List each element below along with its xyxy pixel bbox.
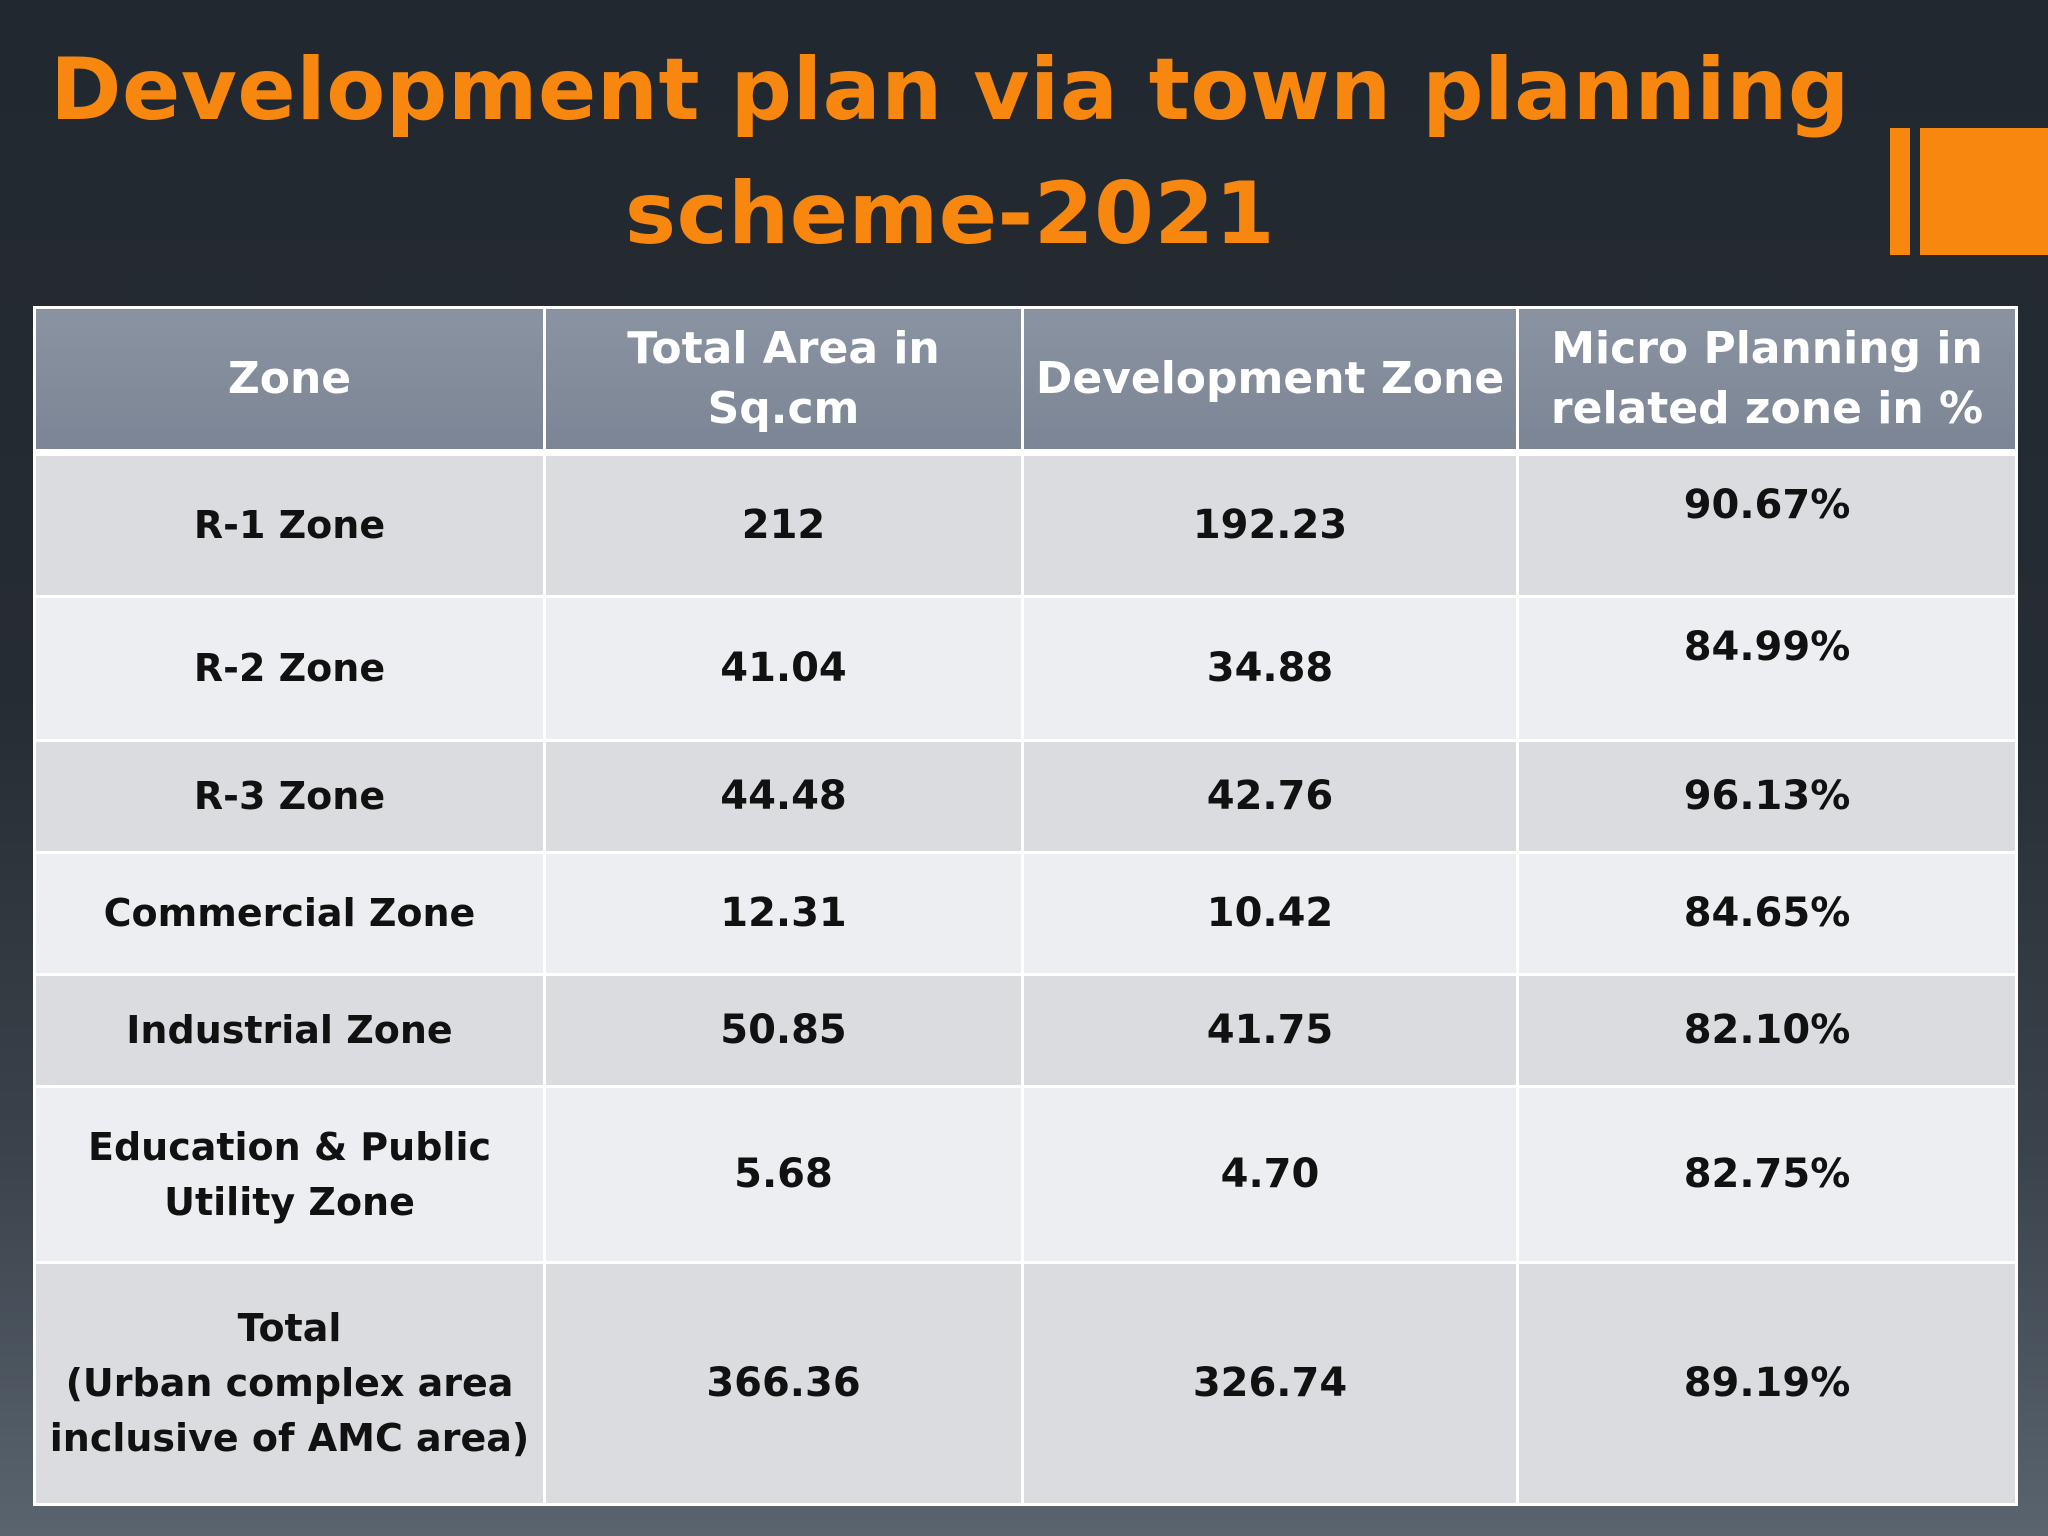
cell-micro-planning: 82.75% <box>1516 1085 2018 1264</box>
cell-total-area: 44.48 <box>543 739 1024 854</box>
cell-micro-planning: 90.67% <box>1516 451 2018 598</box>
slide-title: Development plan via town planning schem… <box>40 28 1860 276</box>
cell-micro-planning: 96.13% <box>1516 739 2018 854</box>
cell-development-zone: 42.76 <box>1021 739 1519 854</box>
cell-micro-planning: 84.99% <box>1516 595 2018 742</box>
table-header-row: Zone Total Area in Sq.cm Development Zon… <box>33 306 2018 456</box>
cell-zone: R-2 Zone <box>33 595 546 742</box>
header-development-zone: Development Zone <box>1021 306 1519 456</box>
cell-micro-planning: 82.10% <box>1516 973 2018 1088</box>
cell-development-zone: 34.88 <box>1021 595 1519 742</box>
cell-development-zone: 192.23 <box>1021 451 1519 598</box>
cell-total-area: 50.85 <box>543 973 1024 1088</box>
total-label: Total <box>237 1306 342 1350</box>
table-row: R-2 Zone 41.04 34.88 84.99% <box>33 595 2018 742</box>
cell-zone: R-3 Zone <box>33 739 546 854</box>
table-row: Education & Public Utility Zone 5.68 4.7… <box>33 1085 2018 1264</box>
cell-zone: Education & Public Utility Zone <box>33 1085 546 1264</box>
cell-total-area: 41.04 <box>543 595 1024 742</box>
cell-total-area: 12.31 <box>543 851 1024 976</box>
cell-total-area: 5.68 <box>543 1085 1024 1264</box>
cell-development-zone: 10.42 <box>1021 851 1519 976</box>
cell-development-zone: 41.75 <box>1021 973 1519 1088</box>
total-description: (Urban complex area inclusive of AMC are… <box>49 1361 530 1460</box>
table-row: R-3 Zone 44.48 42.76 96.13% <box>33 739 2018 854</box>
accent-bar-decoration <box>1890 128 1910 255</box>
cell-zone: R-1 Zone <box>33 451 546 598</box>
slide-title-line-1: Development plan via town planning <box>50 40 1850 140</box>
table-row: Industrial Zone 50.85 41.75 82.10% <box>33 973 2018 1088</box>
zone-table-container: Zone Total Area in Sq.cm Development Zon… <box>33 306 2018 1506</box>
table-row-total: Total (Urban complex area inclusive of A… <box>33 1261 2018 1506</box>
cell-micro-planning: 89.19% <box>1516 1261 2018 1506</box>
cell-total-area: 366.36 <box>543 1261 1024 1506</box>
header-micro-planning: Micro Planning in related zone in % <box>1516 306 2018 456</box>
header-total-area: Total Area in Sq.cm <box>543 306 1024 456</box>
table-row: R-1 Zone 212 192.23 90.67% <box>33 451 2018 598</box>
zone-table: Zone Total Area in Sq.cm Development Zon… <box>33 306 2018 1506</box>
cell-total-area: 212 <box>543 451 1024 598</box>
cell-zone: Industrial Zone <box>33 973 546 1088</box>
table-row: Commercial Zone 12.31 10.42 84.65% <box>33 851 2018 976</box>
cell-development-zone: 326.74 <box>1021 1261 1519 1506</box>
cell-zone: Commercial Zone <box>33 851 546 976</box>
slide-title-line-2: scheme-2021 <box>624 164 1276 264</box>
cell-zone-total: Total (Urban complex area inclusive of A… <box>33 1261 546 1506</box>
accent-block-decoration <box>1920 128 2048 255</box>
cell-development-zone: 4.70 <box>1021 1085 1519 1264</box>
header-zone: Zone <box>33 306 546 456</box>
cell-micro-planning: 84.65% <box>1516 851 2018 976</box>
